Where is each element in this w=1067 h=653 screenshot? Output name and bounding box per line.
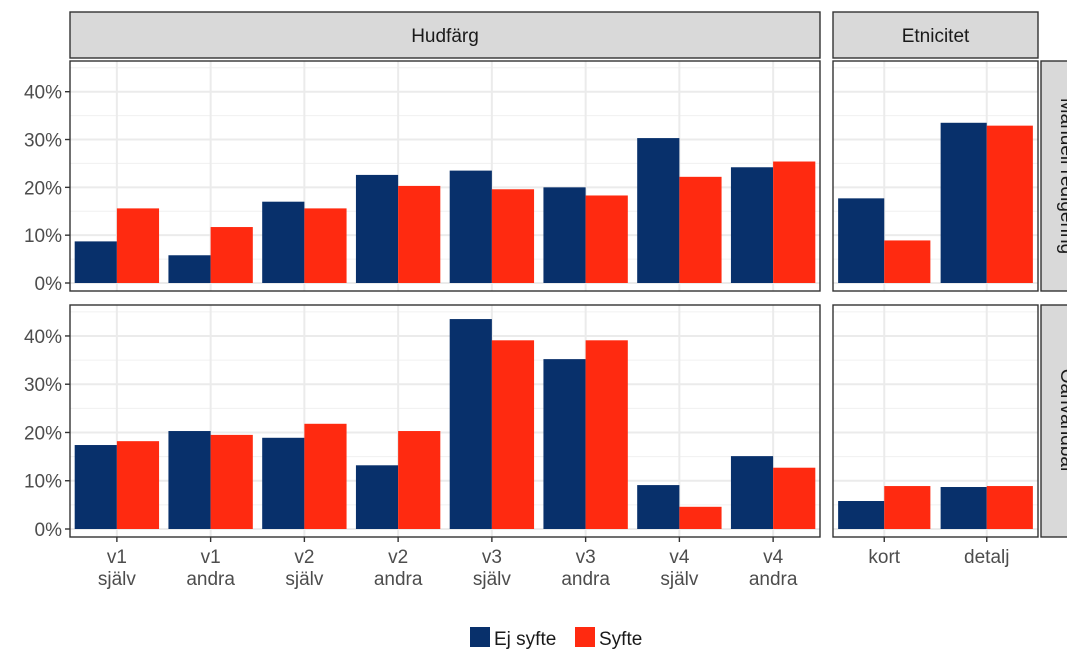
x-tick-label: v3 (482, 547, 502, 568)
x-tick-label: själv (473, 569, 512, 590)
y-tick-label: 20% (24, 178, 62, 199)
x-tick-label: andra (374, 569, 423, 590)
x-tick-label: själv (660, 569, 699, 590)
x-tick-label: v1 (201, 547, 221, 568)
legend-label-syfte: Syfte (599, 629, 642, 650)
bar-ej-syfte-manuell-redigering-hudfarg-5 (543, 187, 586, 283)
strip-hudfarg (69, 11, 821, 59)
bar-ej-syfte-manuell-redigering-hudfarg-1 (168, 255, 211, 283)
y-tick-label: 30% (24, 131, 62, 152)
bar-ej-syfte-oanvandbar-etnicitet-0 (838, 501, 885, 529)
bar-ej-syfte-oanvandbar-hudfarg-0 (74, 445, 117, 529)
bar-ej-syfte-oanvandbar-hudfarg-4 (449, 319, 492, 529)
strip-label-manuell-redigering: Manuell redigering (1056, 98, 1067, 254)
y-tick-label: 40% (24, 327, 62, 348)
bar-syfte-manuell-redigering-hudfarg-5 (585, 195, 628, 283)
bar-syfte-oanvandbar-hudfarg-2 (304, 423, 347, 529)
strip-manuell-redigering (1040, 60, 1067, 292)
bar-syfte-oanvandbar-etnicitet-0 (884, 486, 931, 529)
bar-syfte-manuell-redigering-etnicitet-1 (986, 125, 1033, 283)
bar-syfte-oanvandbar-hudfarg-3 (398, 431, 441, 529)
x-tick-label: andra (561, 569, 610, 590)
strip-label-etnicitet: Etnicitet (902, 26, 970, 47)
bar-ej-syfte-oanvandbar-hudfarg-5 (543, 359, 586, 529)
panel-border-manuell-redigering-hudfarg (69, 60, 821, 292)
y-tick-label: 10% (24, 226, 62, 247)
panel-border-oanvandbar-etnicitet (832, 304, 1039, 538)
x-tick-label: v4 (669, 547, 690, 568)
bar-ej-syfte-manuell-redigering-etnicitet-0 (838, 198, 885, 283)
bar-syfte-oanvandbar-hudfarg-0 (116, 441, 160, 529)
x-tick-label: kort (868, 547, 900, 568)
bar-ej-syfte-manuell-redigering-hudfarg-7 (730, 167, 774, 283)
strip-etnicitet (832, 11, 1039, 59)
y-tick-label: 30% (24, 375, 62, 396)
bar-syfte-manuell-redigering-hudfarg-3 (398, 185, 441, 283)
y-tick-label: 0% (35, 520, 63, 541)
legend-swatch-ej-syfte (470, 627, 490, 647)
x-tick-label: v2 (294, 547, 314, 568)
bar-syfte-manuell-redigering-hudfarg-2 (304, 208, 347, 283)
bar-syfte-oanvandbar-hudfarg-5 (585, 340, 628, 529)
bar-syfte-oanvandbar-hudfarg-4 (491, 340, 535, 529)
legend-swatch-syfte (575, 627, 595, 647)
y-tick-label: 0% (35, 274, 63, 295)
panel-border-manuell-redigering-etnicitet (832, 60, 1039, 292)
bar-syfte-manuell-redigering-hudfarg-6 (679, 176, 722, 283)
x-tick-label: detalj (964, 547, 1009, 568)
bar-ej-syfte-manuell-redigering-hudfarg-6 (637, 138, 680, 283)
bar-ej-syfte-oanvandbar-hudfarg-1 (168, 431, 211, 529)
bar-ej-syfte-oanvandbar-hudfarg-6 (637, 485, 680, 529)
bar-ej-syfte-manuell-redigering-etnicitet-1 (940, 122, 987, 283)
y-tick-label: 10% (24, 472, 62, 493)
bar-syfte-manuell-redigering-hudfarg-1 (210, 227, 253, 283)
bar-ej-syfte-oanvandbar-hudfarg-2 (262, 437, 305, 529)
bar-ej-syfte-manuell-redigering-hudfarg-3 (355, 174, 399, 283)
bar-syfte-manuell-redigering-hudfarg-0 (116, 208, 160, 283)
x-tick-label: andra (749, 569, 798, 590)
x-tick-label: andra (186, 569, 235, 590)
legend-label-ej-syfte: Ej syfte (494, 629, 556, 650)
bar-syfte-oanvandbar-hudfarg-6 (679, 506, 722, 529)
panel-border-oanvandbar-hudfarg (69, 304, 821, 538)
strip-label-oanvandbar: Oanvändbar (1056, 369, 1067, 474)
bar-ej-syfte-manuell-redigering-hudfarg-4 (449, 170, 492, 283)
bar-syfte-oanvandbar-hudfarg-7 (773, 467, 816, 529)
x-tick-label: själv (285, 569, 324, 590)
x-tick-label: v1 (107, 547, 127, 568)
bar-syfte-manuell-redigering-etnicitet-0 (884, 240, 931, 283)
bar-ej-syfte-oanvandbar-etnicitet-1 (940, 487, 987, 529)
bar-syfte-manuell-redigering-hudfarg-4 (491, 189, 535, 283)
bar-syfte-oanvandbar-hudfarg-1 (210, 434, 253, 529)
x-tick-label: v2 (388, 547, 408, 568)
bar-ej-syfte-manuell-redigering-hudfarg-2 (262, 201, 305, 283)
bar-ej-syfte-oanvandbar-hudfarg-7 (730, 456, 774, 529)
y-tick-label: 40% (24, 83, 62, 104)
x-tick-label: v4 (763, 547, 784, 568)
bar-ej-syfte-manuell-redigering-hudfarg-0 (74, 241, 117, 283)
bar-syfte-manuell-redigering-hudfarg-7 (773, 161, 816, 283)
strip-oanvandbar (1040, 304, 1067, 538)
bar-syfte-oanvandbar-etnicitet-1 (986, 486, 1033, 529)
strip-label-hudfarg: Hudfärg (411, 26, 479, 47)
bar-ej-syfte-oanvandbar-hudfarg-3 (355, 465, 399, 529)
y-tick-label: 20% (24, 423, 62, 444)
x-tick-label: v3 (576, 547, 596, 568)
x-tick-label: själv (98, 569, 137, 590)
